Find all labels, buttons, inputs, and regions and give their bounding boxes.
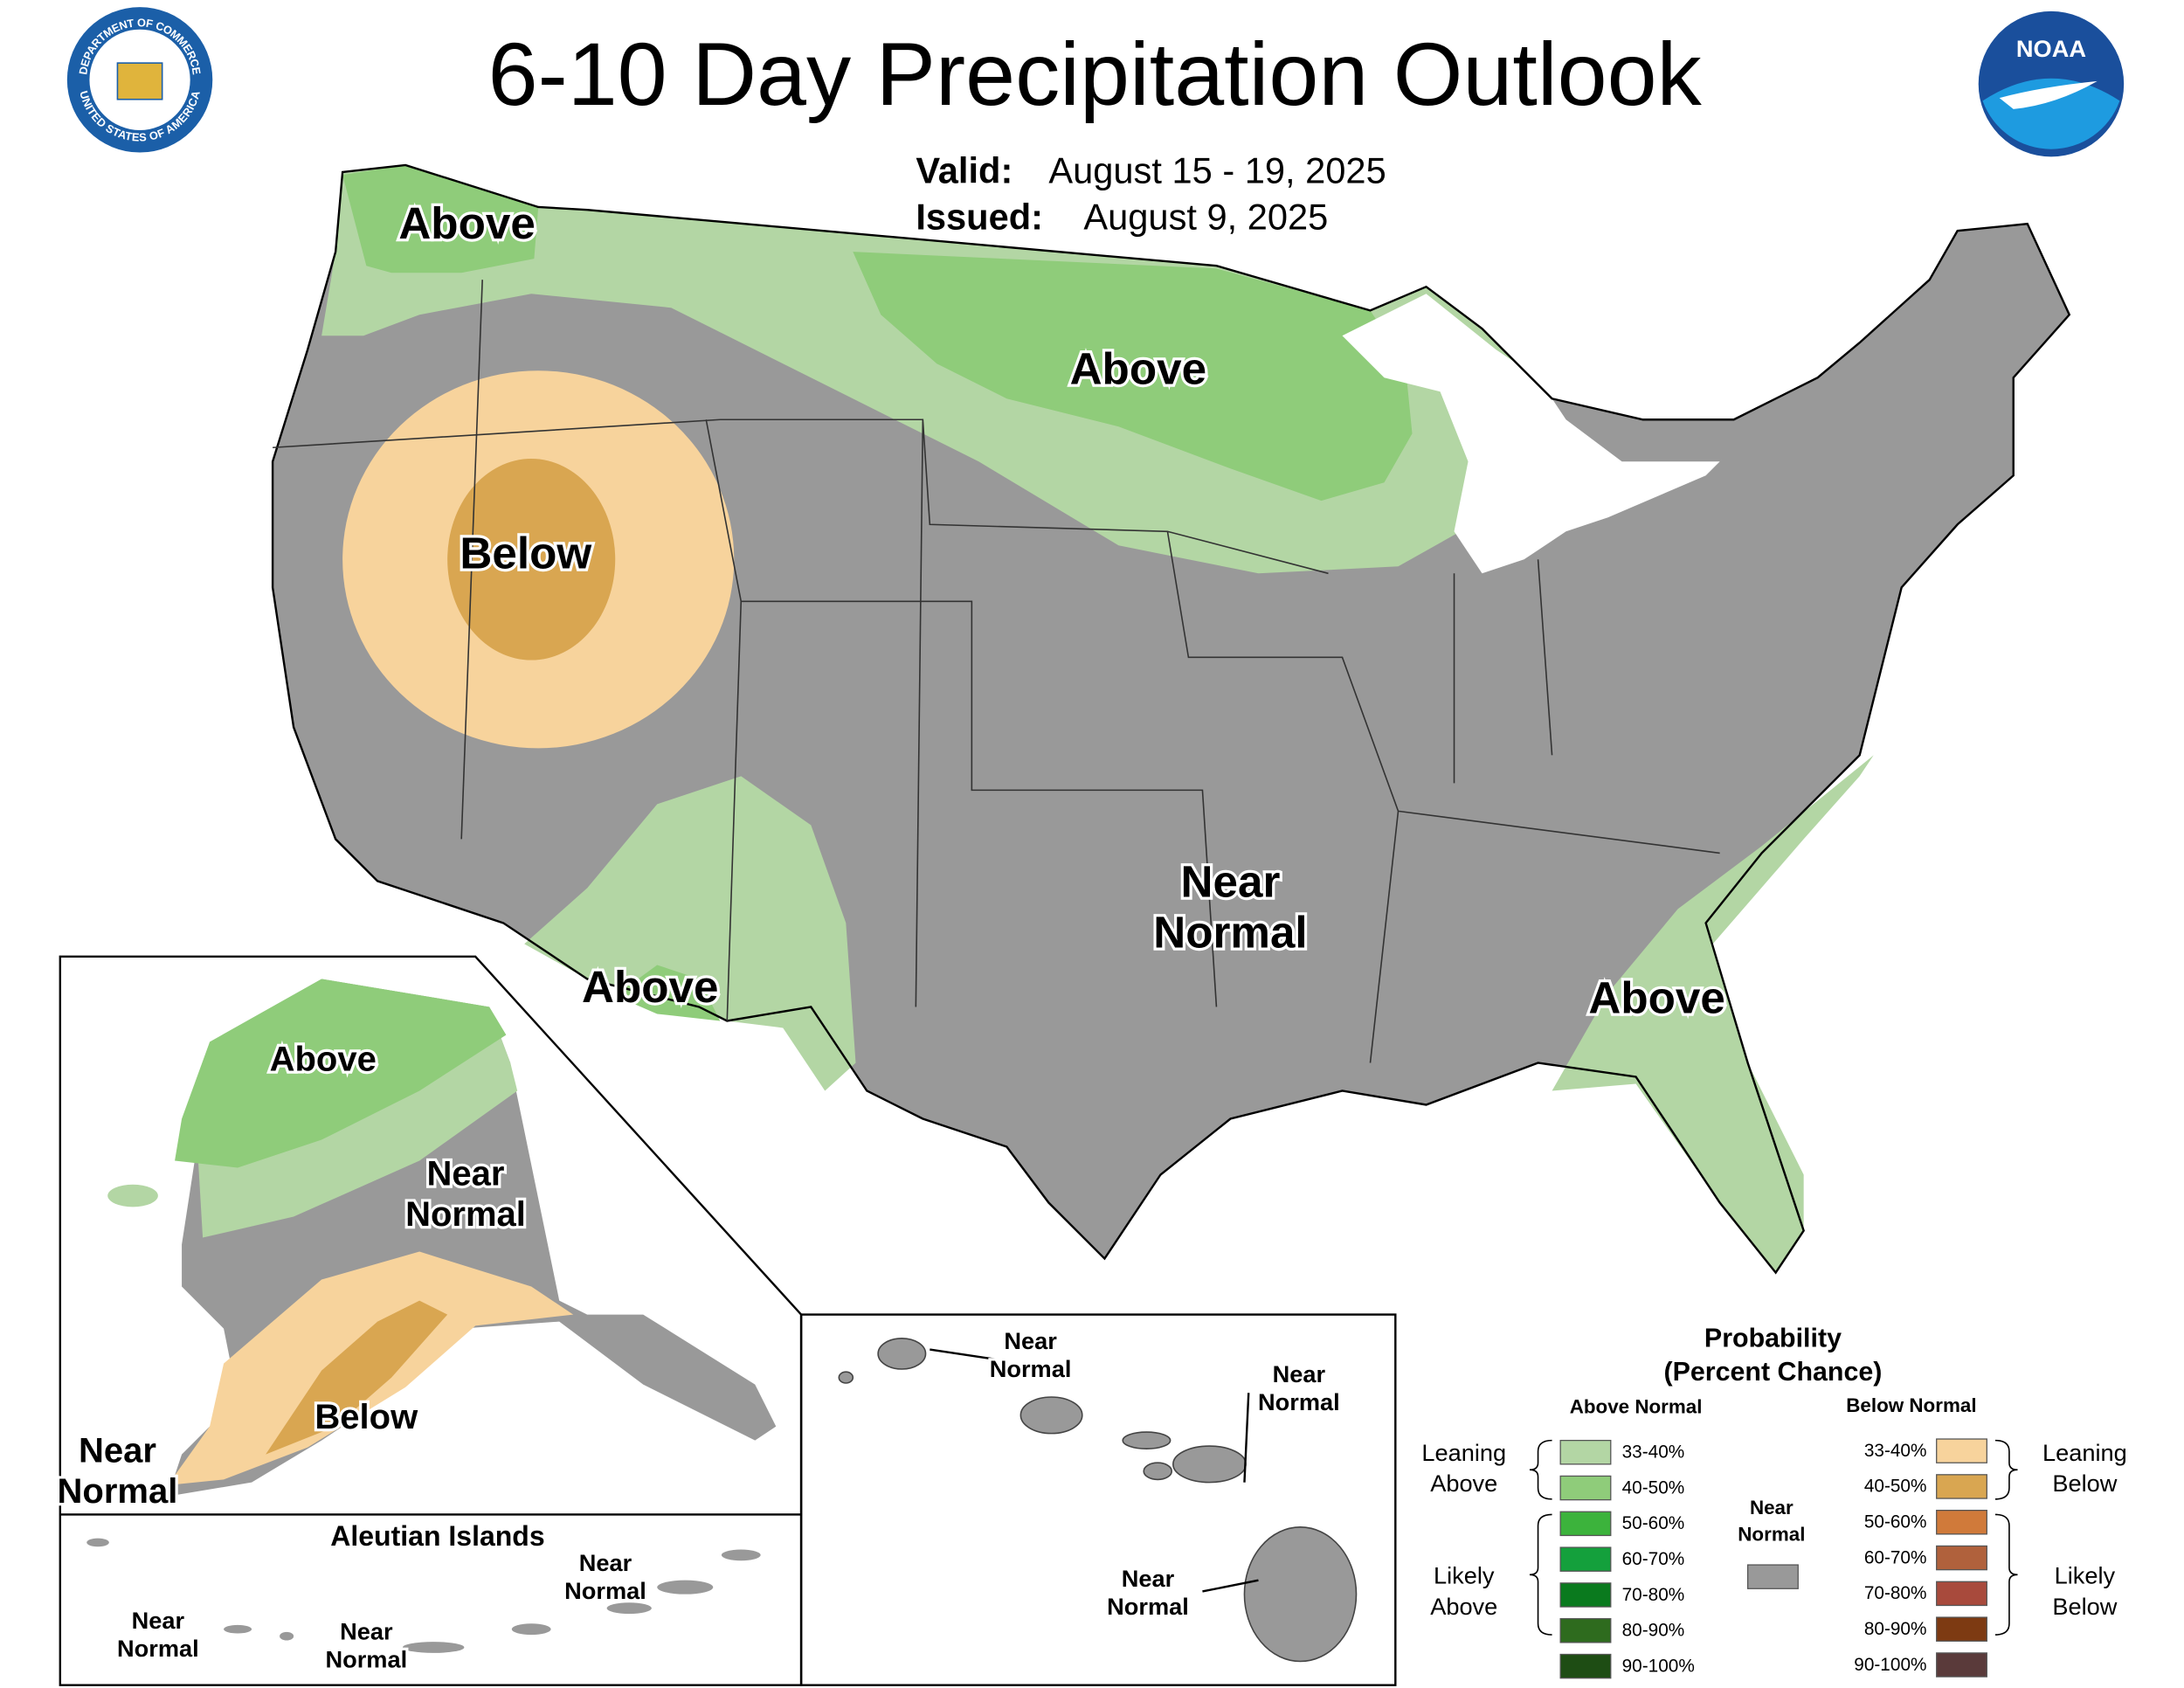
region-label: Normal — [1107, 1593, 1189, 1620]
above-plains — [853, 252, 1413, 502]
group-label: Likely — [1434, 1562, 1495, 1589]
legend-label: 50-60% — [1864, 1512, 1927, 1532]
hawaii-inset — [799, 1313, 1397, 1686]
issued-label: Issued: — [916, 196, 1043, 237]
braces — [1529, 1439, 2018, 1636]
legend-swatch — [1936, 1438, 1987, 1463]
region-label: Near — [1122, 1565, 1175, 1592]
conus-outline — [271, 163, 2071, 1275]
region-label: Normal — [1153, 907, 1307, 957]
group-label: Leaning — [1421, 1439, 1506, 1466]
region-label: Near — [1273, 1360, 1326, 1387]
region-label: Near — [426, 1155, 504, 1193]
region-label: Normal — [325, 1646, 407, 1673]
noaa-text: NOAA — [2016, 35, 2086, 62]
above-southwest-core — [615, 965, 721, 1021]
region-label: Near — [1181, 857, 1281, 907]
title: 6-10 Day Precipitation Outlook — [488, 24, 1703, 124]
alaska-above-core — [175, 979, 507, 1168]
legend-subtitle: (Percent Chance) — [1663, 1357, 1882, 1387]
legend-label: 60-70% — [1864, 1547, 1927, 1567]
region-label: Below — [460, 529, 591, 578]
legend-swatch — [1559, 1582, 1612, 1608]
legend-swatch — [1559, 1439, 1612, 1465]
above-southwest — [524, 776, 856, 1091]
legend-swatch — [1559, 1653, 1612, 1679]
legend-label: 90-100% — [1622, 1656, 1695, 1676]
legend-label: 33-40% — [1864, 1441, 1927, 1461]
legend-label: 80-90% — [1864, 1619, 1927, 1639]
region-label: Normal — [58, 1472, 178, 1511]
valid-dates: August 15 - 19, 2025 — [1048, 150, 1386, 191]
leader-lines — [930, 1348, 1259, 1593]
group-label: Likely — [2055, 1562, 2116, 1589]
region-label: Normal — [405, 1195, 526, 1234]
group-label: Leaning — [2042, 1439, 2127, 1466]
legend-swatch — [1747, 1564, 1799, 1589]
region-label: Normal — [564, 1577, 646, 1604]
conus — [271, 163, 2071, 1275]
region-label: Above — [582, 962, 719, 1012]
noaa-logo: NOAA — [1978, 10, 2125, 157]
alaska-below-core — [266, 1300, 448, 1455]
group-label: Above — [1430, 1593, 1497, 1620]
legend-label: 90-100% — [1854, 1655, 1926, 1675]
commerce-seal: DEPARTMENT OF COMMERCE UNITED STATES OF … — [66, 7, 213, 153]
issued-date: August 9, 2025 — [1083, 196, 1328, 237]
legend-swatch — [1559, 1618, 1612, 1643]
island — [107, 1184, 158, 1207]
aleutian-title: Aleutian Islands — [330, 1520, 544, 1552]
legend-swatch — [1936, 1652, 1987, 1678]
legend-swatch — [1559, 1546, 1612, 1572]
legend-swatch — [1936, 1616, 1987, 1642]
alaska-inset — [59, 955, 803, 1686]
region-label: Normal — [990, 1355, 1072, 1382]
region-label: Near — [132, 1607, 185, 1634]
region-label: Above — [398, 198, 536, 248]
near-normal-label: Near — [1750, 1497, 1794, 1519]
legend-swatch — [1936, 1510, 1987, 1535]
legend-label: 40-50% — [1622, 1477, 1685, 1498]
region-label: Normal — [1258, 1388, 1340, 1415]
region-label: Above — [1070, 343, 1206, 393]
hawaii-frame — [799, 1313, 1397, 1686]
group-label: Below — [2052, 1470, 2117, 1497]
legend-title: Probability — [1704, 1323, 1842, 1352]
above-header: Above Normal — [1570, 1396, 1703, 1418]
group-label: Below — [2052, 1593, 2117, 1620]
aleutian-islands — [86, 1538, 761, 1653]
near-normal-label: Normal — [1738, 1523, 1805, 1545]
legend-swatch — [1559, 1475, 1612, 1501]
region-label: Above — [1588, 973, 1725, 1023]
legend-label: 70-80% — [1864, 1583, 1927, 1603]
hawaii-islands — [838, 1337, 1358, 1663]
legend-swatch — [1936, 1474, 1987, 1499]
region-label: Near — [79, 1432, 156, 1470]
region-label: Near — [579, 1549, 632, 1576]
legend-swatch — [1936, 1545, 1987, 1571]
valid-label: Valid: — [916, 150, 1013, 191]
legend: Probability (Percent Chance) Above Norma… — [1421, 1323, 2127, 1679]
region-label: Above — [270, 1040, 377, 1078]
region-label: Normal — [117, 1635, 199, 1662]
legend-label: 40-50% — [1864, 1477, 1927, 1497]
legend-label: 70-80% — [1622, 1585, 1685, 1605]
legend-label: 50-60% — [1622, 1513, 1685, 1533]
legend-label: 33-40% — [1622, 1442, 1685, 1463]
below-header: Below Normal — [1846, 1394, 1976, 1416]
region-label: Near — [340, 1618, 393, 1645]
great-lakes — [1342, 294, 1762, 574]
legend-label: 60-70% — [1622, 1549, 1685, 1569]
legend-swatch — [1936, 1581, 1987, 1607]
region-label: Near — [1004, 1327, 1057, 1354]
legend-label: 80-90% — [1622, 1621, 1685, 1641]
state-lines — [273, 280, 1720, 1063]
above-southeast — [1552, 755, 1874, 1273]
group-label: Above — [1430, 1470, 1497, 1497]
region-label: Below — [314, 1398, 418, 1436]
legend-swatch — [1559, 1511, 1612, 1537]
below-core — [447, 459, 616, 661]
